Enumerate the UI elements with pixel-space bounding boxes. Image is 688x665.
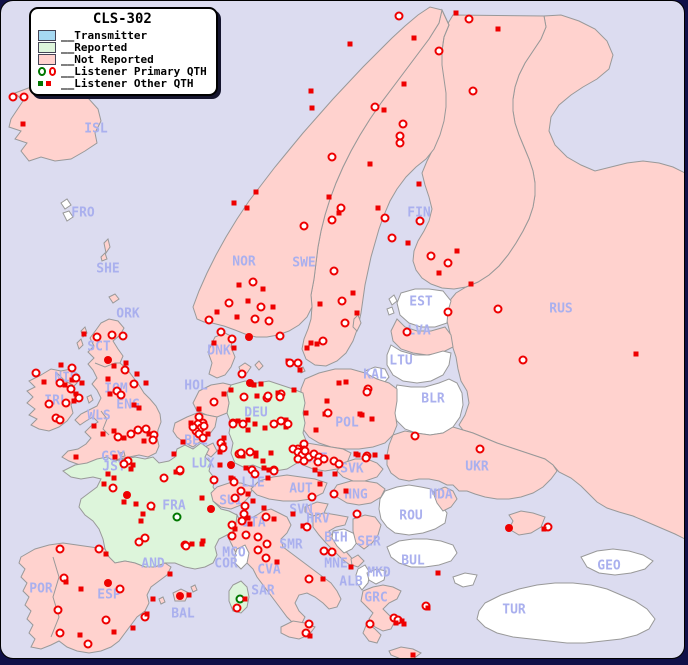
country-dnk: [207, 332, 236, 379]
legend-item-reported: __Reported: [38, 40, 207, 54]
country-mne: [350, 554, 365, 568]
country-crete: [388, 646, 422, 658]
country-deu: [226, 380, 308, 472]
legend-item-other: __Listener Other QTH: [38, 76, 207, 90]
country-fro: [62, 210, 74, 222]
red-ring-icon: [48, 66, 56, 76]
country-mda: [433, 486, 458, 512]
legend-rows: __Transmitter __Reported __Not Reported __L…: [38, 28, 207, 90]
border-wls-eng: [100, 410, 110, 436]
legend-item-transmitter: __Transmitter: [38, 28, 207, 42]
country-dnk-isles: [254, 360, 264, 371]
country-irl: [26, 368, 80, 432]
country-sicily: [280, 620, 316, 640]
country-geo: [580, 548, 654, 576]
country-blr: [392, 378, 464, 436]
green-ring-icon: [38, 66, 46, 76]
legend-item-label: __Reported: [61, 40, 128, 54]
border-por-esp: [50, 556, 60, 638]
border-nir: [56, 372, 74, 386]
transmitter-swatch: [38, 29, 56, 41]
country-crimea: [508, 510, 546, 536]
not-reported-swatch: [38, 53, 56, 65]
country-ser: [352, 514, 382, 550]
border-sct-eng: [94, 362, 120, 368]
listener-other-qth-icons: [38, 80, 56, 86]
country-bal: [172, 588, 190, 602]
reported-swatch: [38, 41, 56, 53]
listener-primary-qth-icons: [38, 66, 56, 76]
country-ork: [108, 293, 120, 304]
country-isl: [8, 86, 102, 162]
legend-item-label: __Transmitter: [61, 28, 148, 42]
legend-item-label: __Listener Other QTH: [61, 76, 194, 90]
legend-item-label: __Not Reported: [61, 52, 154, 66]
country-rou: [378, 484, 448, 536]
country-thrace: [452, 572, 478, 588]
country-bal-menorca: [190, 584, 198, 593]
country-est-isles: [388, 294, 398, 306]
country-svk: [336, 458, 384, 482]
country-bel: [172, 412, 218, 448]
country-dnk-isles: [238, 362, 252, 374]
country-hng: [332, 480, 386, 506]
legend-item-primary: __Listener Primary QTH: [38, 64, 207, 78]
border-nor-swe-fin: [441, 9, 450, 52]
country-hebrides: [80, 326, 88, 338]
country-est-isles: [386, 306, 395, 316]
country-cor: [234, 544, 250, 570]
country-she: [103, 238, 111, 255]
legend-title: CLS-302: [92, 11, 152, 27]
country-gsy: [119, 451, 126, 458]
country-est: [396, 288, 452, 328]
country-bul: [386, 538, 458, 568]
legend-box: CLS-302 __Transmitter __Reported __Not Rep…: [29, 7, 218, 96]
country-pol: [300, 368, 398, 450]
country-ukr: [386, 426, 558, 500]
country-alb: [355, 564, 371, 591]
red-dot-icon: [46, 80, 51, 86]
country-she: [100, 252, 108, 262]
country-ltu: [386, 344, 452, 384]
country-sar: [228, 580, 250, 614]
country-nor: [192, 6, 443, 338]
country-bih: [331, 528, 359, 554]
country-bal-ibiza: [158, 596, 166, 605]
legend-item-not_reported: __Not Reported: [38, 52, 207, 66]
country-fro: [60, 198, 72, 210]
country-hol: [192, 382, 232, 418]
green-dot-icon: [38, 80, 43, 86]
country-gotland: [352, 314, 362, 332]
legend-item-label: __Listener Primary QTH: [61, 64, 207, 78]
country-hebrides: [76, 338, 84, 350]
country-gbr: [61, 318, 162, 470]
country-iom: [86, 394, 94, 404]
country-mkd: [366, 568, 387, 585]
country-aut: [250, 474, 328, 502]
country-bornholm: [298, 366, 306, 374]
country-tur: [476, 582, 656, 644]
